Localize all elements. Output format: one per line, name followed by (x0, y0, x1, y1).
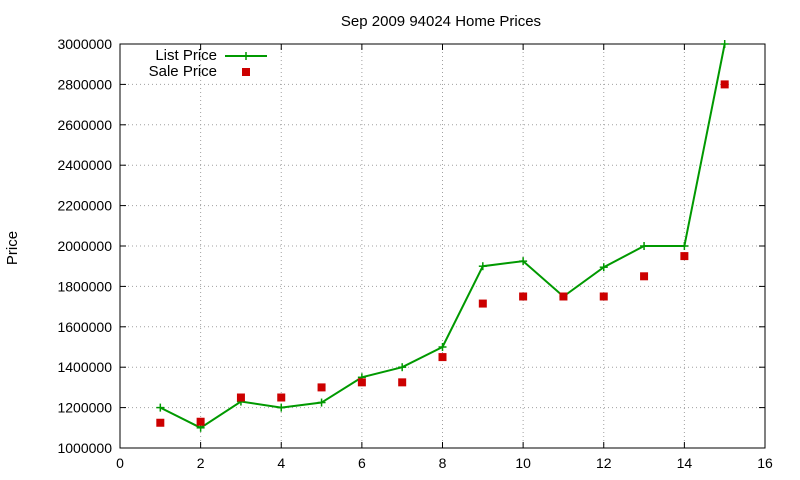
y-tick-label: 1400000 (57, 359, 112, 375)
series (156, 40, 729, 432)
y-axis-label: Price (4, 231, 21, 265)
legend-label-sale-price: Sale Price (149, 63, 217, 80)
sale-price-point (277, 393, 286, 402)
y-tick-label: 1200000 (57, 400, 112, 416)
x-tick-label: 14 (677, 455, 693, 471)
y-tick-label: 2200000 (57, 198, 112, 214)
x-tick-label: 16 (757, 455, 773, 471)
y-tick-label: 2600000 (57, 117, 112, 133)
legend: List Price Sale Price (149, 47, 267, 80)
sale-price-point (478, 299, 487, 308)
sale-price-point (236, 393, 245, 402)
x-tick-label: 0 (116, 455, 124, 471)
list-price-point (156, 403, 165, 412)
sale-price-point (196, 417, 205, 426)
y-tick-label: 1800000 (57, 278, 112, 294)
x-tick-label: 10 (515, 455, 531, 471)
list-price-point (680, 242, 689, 250)
plot-frame (119, 43, 766, 449)
chart-title: Sep 2009 94024 Home Prices (341, 13, 541, 30)
sale-price-point (398, 378, 407, 387)
sale-price-point (599, 292, 608, 301)
y-tick-label: 2800000 (57, 76, 112, 92)
list-price-point (398, 363, 407, 372)
sale-price-point (680, 252, 689, 261)
list-price-line (159, 43, 726, 429)
sale-price-point (317, 383, 326, 392)
list-price-point (438, 343, 447, 351)
sale-price-point (519, 292, 528, 301)
x-tick-label: 12 (596, 455, 612, 471)
y-tick-label: 2000000 (57, 238, 112, 254)
sale-price-point (720, 80, 729, 89)
legend-sale-price-marker (242, 68, 250, 76)
list-price-point (277, 403, 286, 412)
y-tick-label: 1000000 (57, 440, 112, 456)
legend-sample-list-price (225, 52, 267, 60)
sale-price-point (357, 378, 366, 387)
axis-ticks: 0 2 4 6 8 10 12 14 16 1000000 1200000 1400000 160000… (57, 36, 773, 471)
list-price-point (478, 262, 487, 271)
legend-label-list-price: List Price (155, 47, 217, 64)
list-price-point (640, 242, 649, 250)
x-tick-label: 8 (439, 455, 447, 471)
y-tick-label: 1600000 (57, 319, 112, 335)
list-price-point (720, 40, 729, 48)
x-tick-label: 2 (197, 455, 205, 471)
x-tick-label: 6 (358, 455, 366, 471)
legend-list-price-marker (242, 52, 250, 60)
list-price-point (519, 257, 528, 266)
list-price-point (599, 263, 608, 272)
x-tick-label: 4 (277, 455, 285, 471)
legend-sample-sale-price (242, 68, 250, 76)
y-tick-label: 3000000 (57, 36, 112, 52)
sale-price-point (559, 292, 568, 301)
y-tick-label: 2400000 (57, 157, 112, 173)
sale-price-point (640, 272, 649, 281)
list-price-point (317, 398, 326, 407)
sale-price-point (156, 418, 165, 427)
sale-price-point (438, 353, 447, 362)
